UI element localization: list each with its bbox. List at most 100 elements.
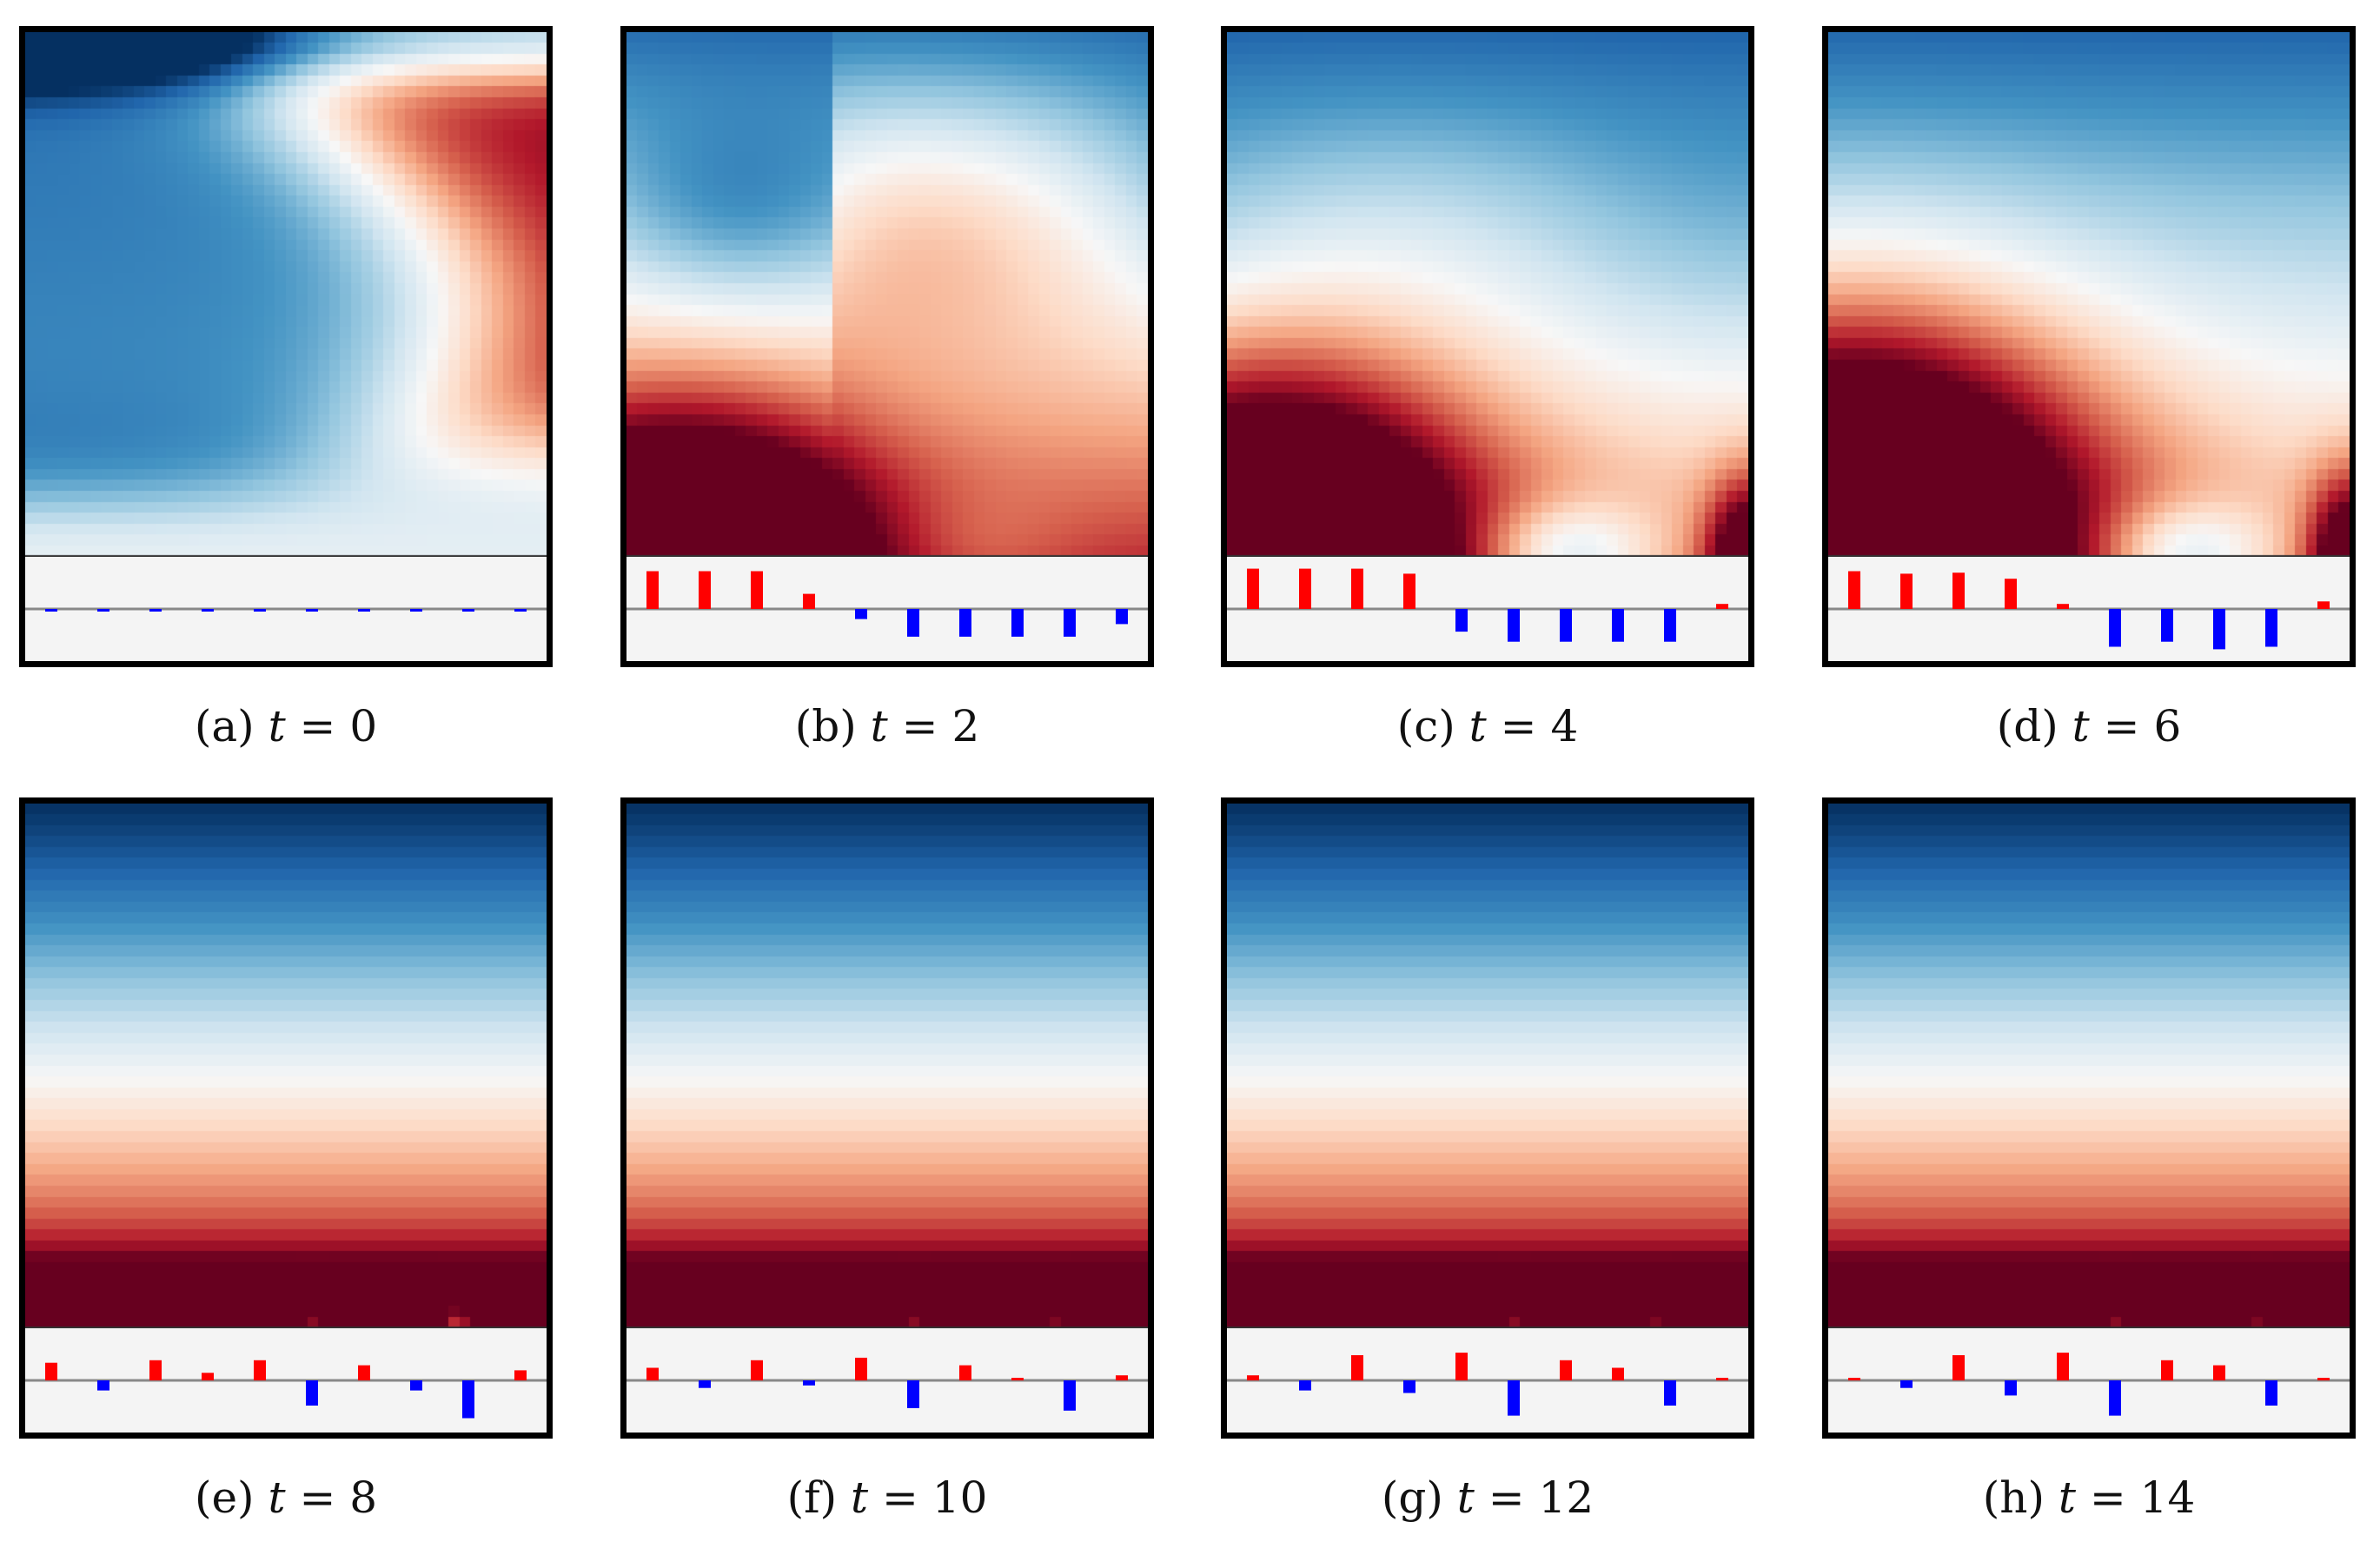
actuation-bar-8 bbox=[2213, 609, 2225, 650]
actuation-bar-5 bbox=[254, 1360, 266, 1380]
actuation-bar-8 bbox=[2213, 1365, 2225, 1380]
actuation-bar-2 bbox=[699, 1380, 711, 1388]
actuation-bar-5 bbox=[1455, 1353, 1468, 1380]
actuation-strip bbox=[1227, 557, 1748, 661]
actuation-bar-2 bbox=[1299, 1380, 1311, 1391]
actuation-bar-7 bbox=[1560, 1360, 1572, 1380]
caption-var: t bbox=[1468, 701, 1487, 751]
panel-b bbox=[620, 26, 1154, 667]
actuation-bar-1 bbox=[1848, 571, 1860, 609]
caption-a: (a) t = 0 bbox=[19, 700, 553, 752]
caption-var: t bbox=[2058, 1472, 2076, 1523]
temperature-field bbox=[1227, 804, 1748, 1328]
actuation-strip bbox=[1828, 1328, 2350, 1433]
panel-c bbox=[1221, 26, 1754, 667]
actuation-bar-5 bbox=[2057, 604, 2069, 609]
actuation-bar-4 bbox=[202, 609, 214, 612]
actuation-bar-7 bbox=[358, 1365, 370, 1380]
panel-d bbox=[1822, 26, 2356, 667]
actuation-bar-3 bbox=[751, 571, 763, 609]
actuation-bar-3 bbox=[149, 1360, 162, 1380]
actuation-bar-9 bbox=[1664, 609, 1676, 642]
caption-label: (a) bbox=[194, 701, 255, 751]
actuation-bar-2 bbox=[97, 1380, 109, 1391]
actuation-bar-5 bbox=[855, 609, 867, 619]
temperature-field bbox=[626, 32, 1148, 557]
actuation-bar-2 bbox=[1299, 568, 1311, 609]
actuation-bar-4 bbox=[2005, 1380, 2017, 1396]
actuation-bar-5 bbox=[1455, 609, 1468, 632]
actuation-bar-6 bbox=[306, 1380, 318, 1406]
actuation-bar-6 bbox=[907, 1380, 919, 1408]
actuation-bar-6 bbox=[1508, 1380, 1520, 1416]
actuation-bar-1 bbox=[1848, 1378, 1860, 1380]
caption-label: (c) bbox=[1396, 701, 1455, 751]
caption-label: (d) bbox=[1996, 701, 2058, 751]
actuation-bar-7 bbox=[959, 609, 971, 637]
actuation-bar-9 bbox=[462, 609, 474, 612]
caption-label: (g) bbox=[1381, 1472, 1443, 1523]
actuation-bar-2 bbox=[1900, 573, 1913, 609]
actuation-bar-3 bbox=[149, 609, 162, 612]
caption-time: 2 bbox=[951, 701, 980, 751]
temperature-field bbox=[1828, 32, 2350, 557]
actuation-bar-9 bbox=[1064, 609, 1076, 637]
actuation-bar-2 bbox=[1900, 1380, 1913, 1388]
caption-label: (f) bbox=[786, 1472, 838, 1523]
panel-a bbox=[19, 26, 553, 667]
caption-var: t bbox=[268, 1472, 286, 1523]
actuation-bar-5 bbox=[855, 1357, 867, 1380]
actuation-bar-9 bbox=[462, 1380, 474, 1419]
caption-label: (b) bbox=[794, 701, 857, 751]
actuation-bar-8 bbox=[1011, 609, 1024, 637]
actuation-bar-7 bbox=[2161, 609, 2173, 642]
caption-var: t bbox=[268, 701, 286, 751]
caption-var: t bbox=[870, 701, 888, 751]
actuation-bar-2 bbox=[97, 609, 109, 612]
caption-eq: = bbox=[887, 701, 952, 751]
actuation-bar-1 bbox=[1247, 568, 1259, 609]
actuation-bar-10 bbox=[1116, 1375, 1128, 1380]
actuation-strip bbox=[1227, 1328, 1748, 1433]
actuation-bar-8 bbox=[1612, 609, 1624, 642]
caption-eq: = bbox=[1486, 701, 1551, 751]
caption-label: (h) bbox=[1982, 1472, 2045, 1523]
panel-f bbox=[620, 797, 1154, 1439]
actuation-bar-3 bbox=[1952, 1355, 1965, 1380]
actuation-bar-6 bbox=[2109, 1380, 2121, 1416]
actuation-bar-4 bbox=[803, 1380, 815, 1386]
actuation-bar-7 bbox=[959, 1365, 971, 1380]
caption-eq: = bbox=[1474, 1472, 1539, 1523]
caption-g: (g) t = 12 bbox=[1221, 1472, 1754, 1524]
actuation-bar-8 bbox=[1011, 1378, 1024, 1380]
actuation-strip bbox=[1828, 557, 2350, 661]
panel-h bbox=[1822, 797, 2356, 1439]
caption-time: 4 bbox=[1550, 701, 1579, 751]
temperature-field bbox=[1828, 804, 2350, 1328]
actuation-bar-6 bbox=[907, 609, 919, 637]
temperature-field bbox=[1227, 32, 1748, 557]
actuation-bar-3 bbox=[751, 1360, 763, 1380]
actuation-bar-10 bbox=[2317, 1378, 2330, 1380]
actuation-bar-10 bbox=[514, 1370, 527, 1380]
actuation-bar-4 bbox=[2005, 579, 2017, 609]
actuation-bar-3 bbox=[1351, 1355, 1363, 1380]
actuation-bar-10 bbox=[1716, 604, 1728, 609]
actuation-bar-6 bbox=[1508, 609, 1520, 642]
caption-time: 8 bbox=[349, 1472, 378, 1523]
caption-var: t bbox=[1456, 1472, 1475, 1523]
actuation-bar-6 bbox=[2109, 609, 2121, 647]
caption-eq: = bbox=[2089, 701, 2154, 751]
actuation-bar-9 bbox=[2265, 1380, 2277, 1406]
caption-eq: = bbox=[285, 701, 350, 751]
actuation-bar-1 bbox=[646, 1367, 659, 1380]
actuation-bar-1 bbox=[1247, 1375, 1259, 1380]
panel-g bbox=[1221, 797, 1754, 1439]
actuation-strip bbox=[25, 557, 547, 661]
actuation-bar-5 bbox=[254, 609, 266, 612]
temperature-field bbox=[626, 804, 1148, 1328]
actuation-bar-7 bbox=[2161, 1360, 2173, 1380]
actuation-bar-4 bbox=[1403, 573, 1415, 609]
caption-eq: = bbox=[285, 1472, 350, 1523]
caption-c: (c) t = 4 bbox=[1221, 700, 1754, 752]
